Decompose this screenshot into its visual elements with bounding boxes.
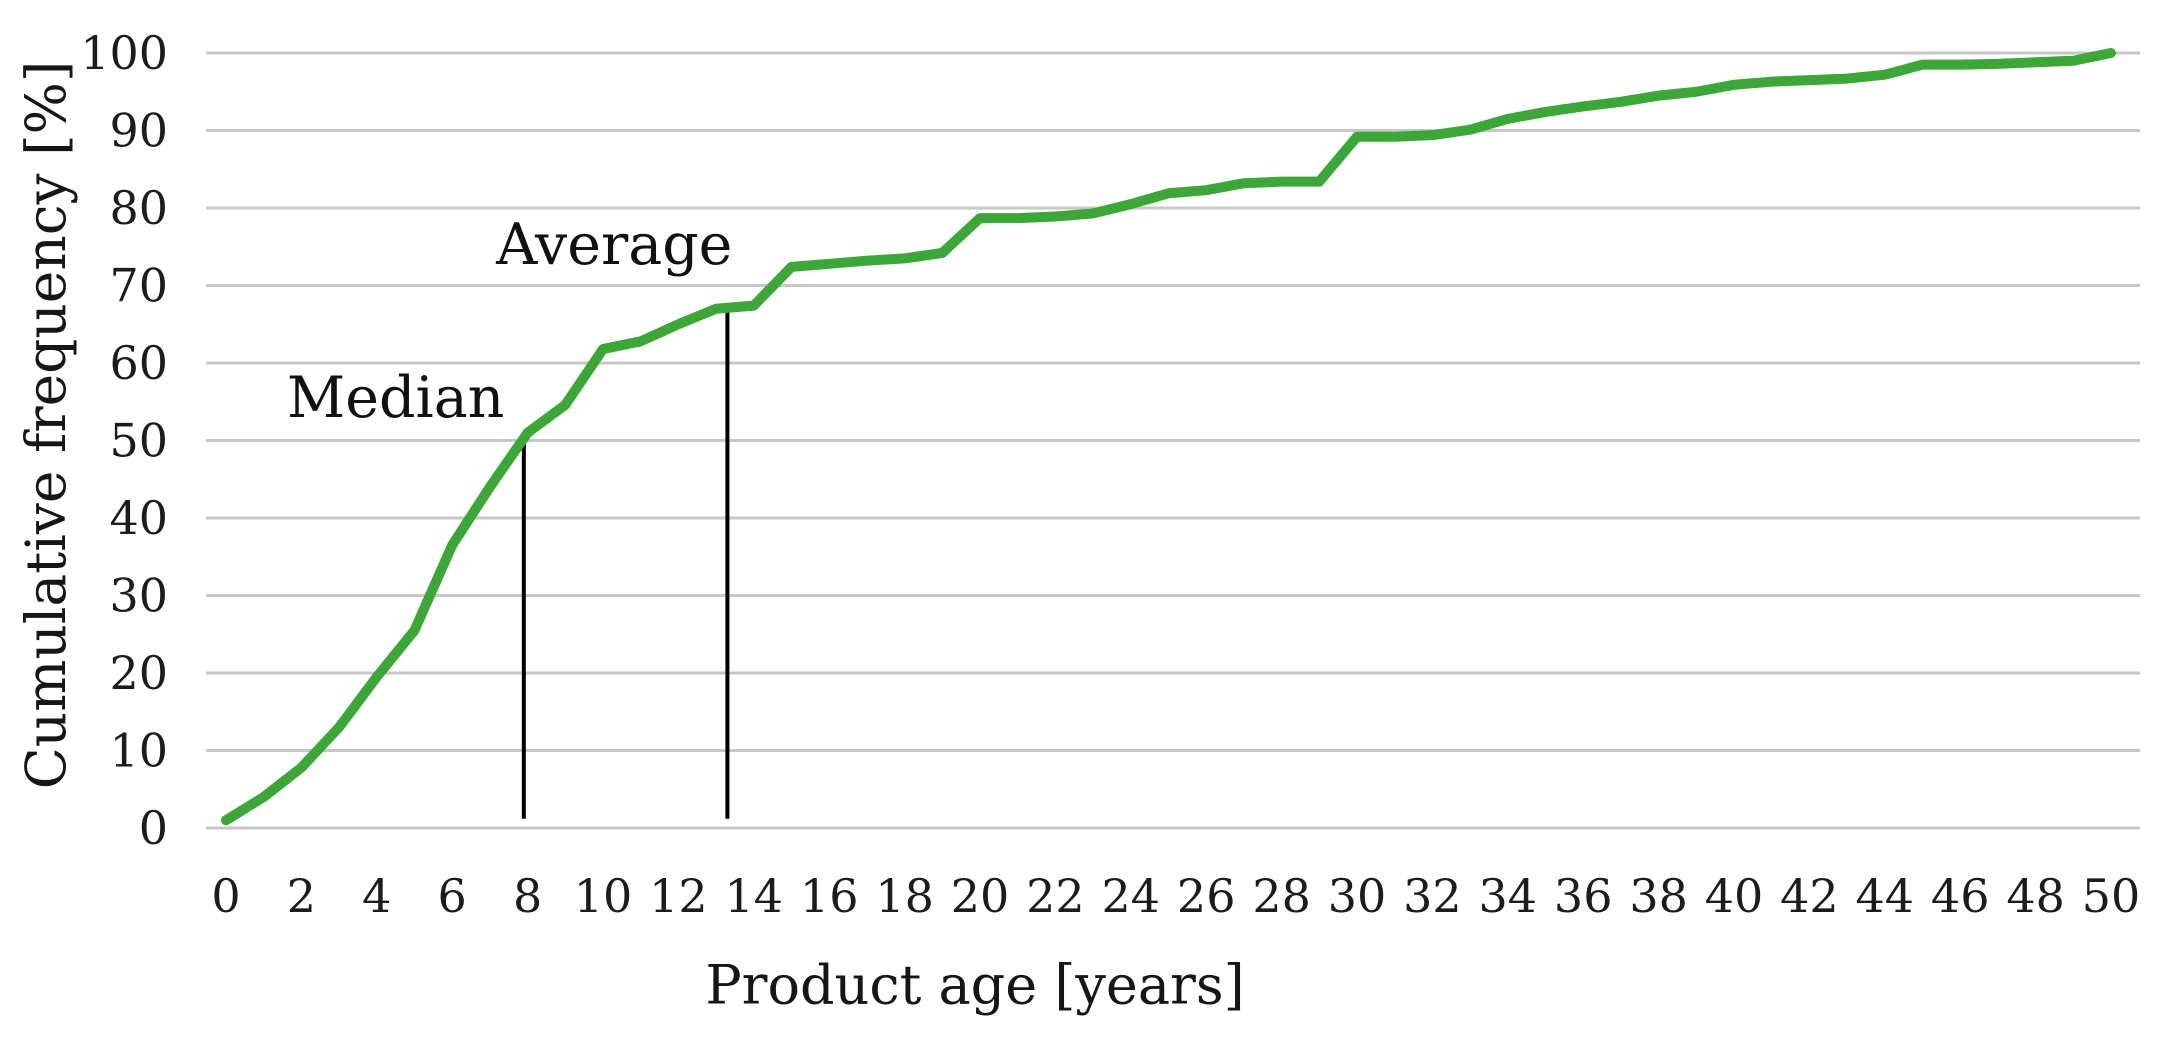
x-tick-label: 40 xyxy=(1705,869,1764,923)
x-tick-label: 38 xyxy=(1629,869,1688,923)
y-tick-label: 30 xyxy=(109,569,168,623)
x-tick-label: 48 xyxy=(2006,869,2065,923)
x-tick-label: 34 xyxy=(1479,869,1538,923)
x-tick-label: 4 xyxy=(362,869,391,923)
x-tick-label: 32 xyxy=(1403,869,1462,923)
x-axis-title: Product age [years] xyxy=(705,953,1245,1017)
x-tick-label: 12 xyxy=(649,869,708,923)
x-tick-label: 42 xyxy=(1780,869,1839,923)
average-annotation-label: Average xyxy=(496,212,733,279)
y-tick-label: 0 xyxy=(139,801,168,855)
x-tick-label: 8 xyxy=(513,869,542,923)
y-tick-label: 60 xyxy=(109,336,168,390)
x-tick-label: 2 xyxy=(287,869,316,923)
x-tick-label: 10 xyxy=(574,869,633,923)
x-tick-label: 22 xyxy=(1026,869,1085,923)
x-tick-label: 6 xyxy=(438,869,467,923)
y-tick-label: 20 xyxy=(109,646,168,700)
x-tick-label: 18 xyxy=(875,869,934,923)
x-tick-label: 14 xyxy=(725,869,784,923)
x-tick-label: 46 xyxy=(1931,869,1990,923)
y-tick-label: 40 xyxy=(109,491,168,545)
y-tick-label: 50 xyxy=(109,414,168,468)
y-tick-label: 80 xyxy=(109,181,168,235)
y-tick-label: 100 xyxy=(80,26,168,80)
series-line xyxy=(221,48,2116,826)
x-tick-label: 30 xyxy=(1328,869,1387,923)
y-tick-label: 70 xyxy=(109,259,168,313)
y-tick-label: 90 xyxy=(109,104,168,158)
x-tick-label: 24 xyxy=(1102,869,1161,923)
y-tick-label: 10 xyxy=(109,724,168,778)
median-annotation-label: Median xyxy=(286,364,505,431)
x-tick-label: 36 xyxy=(1554,869,1613,923)
x-tick-label: 20 xyxy=(951,869,1010,923)
y-axis-title: Cumulative frequency [%] xyxy=(14,60,78,790)
x-tick-label: 28 xyxy=(1252,869,1311,923)
x-tick-label: 50 xyxy=(2082,869,2141,923)
x-tick-label: 0 xyxy=(211,869,240,923)
x-tick-label: 26 xyxy=(1177,869,1236,923)
x-tick-label: 16 xyxy=(800,869,859,923)
x-tick-label: 44 xyxy=(1856,869,1915,923)
